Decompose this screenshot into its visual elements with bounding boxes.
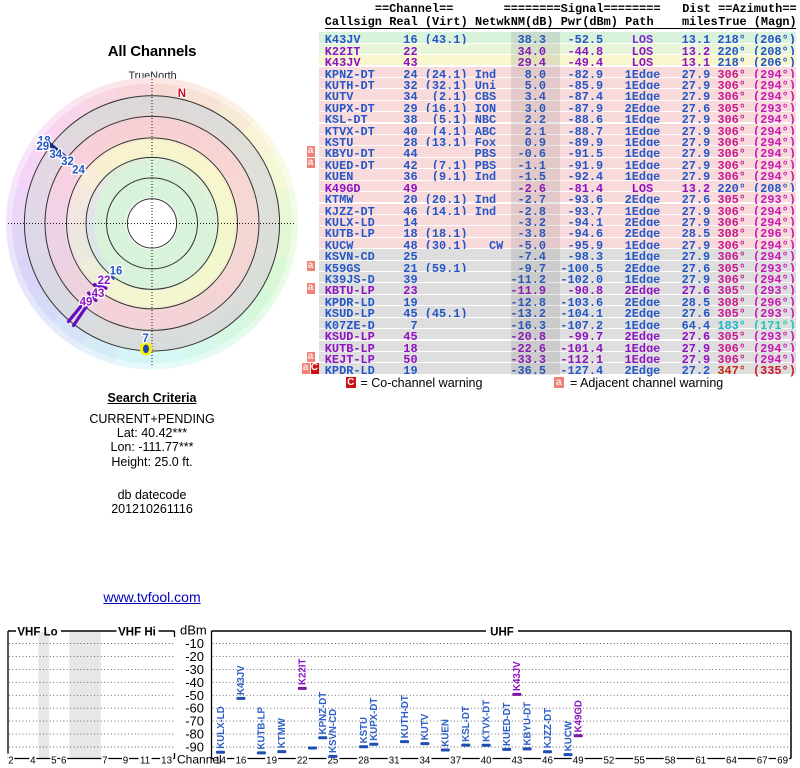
svg-text:5: 5 (51, 756, 57, 767)
svg-text:-90: -90 (185, 740, 204, 755)
svg-text:KUED-DT: KUED-DT (502, 702, 513, 746)
svg-text:-60: -60 (185, 701, 204, 716)
svg-text:VHF Hi: VHF Hi (118, 627, 156, 639)
svg-text:KUTV: KUTV (420, 713, 431, 740)
svg-text:43: 43 (92, 288, 105, 300)
svg-text:-30: -30 (185, 662, 204, 677)
svg-text:KUPX-DT: KUPX-DT (369, 698, 380, 741)
svg-text:KSVN-CD: KSVN-CD (328, 709, 339, 753)
svg-text:46: 46 (542, 756, 553, 767)
svg-text:7: 7 (102, 756, 107, 767)
svg-text:KULX-LD: KULX-LD (216, 706, 227, 749)
svg-text:64: 64 (726, 756, 737, 767)
svg-text:KTMW: KTMW (277, 717, 288, 748)
svg-text:K22IT: K22IT (298, 659, 309, 685)
svg-text:43: 43 (511, 756, 522, 767)
svg-text:KTVX-DT: KTVX-DT (482, 700, 493, 742)
svg-text:34: 34 (419, 756, 430, 767)
svg-text:49: 49 (573, 756, 584, 767)
svg-text:31: 31 (389, 756, 400, 767)
svg-text:KUCW: KUCW (563, 720, 574, 751)
svg-text:-10: -10 (185, 636, 204, 651)
svg-text:KSTU: KSTU (359, 717, 370, 743)
svg-text:28: 28 (358, 756, 369, 767)
svg-text:67: 67 (757, 756, 768, 767)
svg-text:22: 22 (297, 756, 308, 767)
svg-text:K43JV: K43JV (512, 661, 523, 691)
svg-text:14: 14 (215, 756, 226, 767)
svg-text:-40: -40 (185, 675, 204, 690)
svg-text:32: 32 (61, 156, 74, 168)
svg-text:KSL-DT: KSL-DT (461, 706, 472, 742)
svg-text:KUEN: KUEN (441, 719, 452, 746)
svg-text:16: 16 (110, 266, 123, 278)
svg-text:40: 40 (481, 756, 492, 767)
svg-text:VHF Lo: VHF Lo (17, 627, 57, 639)
svg-text:34: 34 (49, 149, 62, 161)
svg-text:4: 4 (30, 756, 36, 767)
svg-text:KPNZ-DT: KPNZ-DT (318, 692, 329, 735)
svg-text:-50: -50 (185, 688, 204, 703)
svg-text:-20: -20 (185, 649, 204, 664)
svg-text:-80: -80 (185, 727, 204, 742)
svg-text:-70: -70 (185, 714, 204, 729)
svg-text:7: 7 (142, 333, 148, 345)
svg-text:KUTH-DT: KUTH-DT (400, 695, 411, 738)
svg-text:9: 9 (123, 756, 128, 767)
svg-text:19: 19 (266, 756, 277, 767)
svg-text:KJZZ-DT: KJZZ-DT (543, 708, 554, 748)
svg-text:K49GD: K49GD (574, 700, 585, 732)
svg-text:52: 52 (603, 756, 614, 767)
svg-text:16: 16 (235, 756, 246, 767)
svg-text:2: 2 (8, 756, 13, 767)
svg-text:K43JV: K43JV (236, 665, 247, 695)
svg-text:6: 6 (61, 756, 67, 767)
svg-text:KBYU-DT: KBYU-DT (522, 702, 533, 746)
svg-text:N: N (178, 88, 186, 100)
svg-text:55: 55 (634, 756, 645, 767)
svg-text:49: 49 (80, 296, 93, 308)
svg-text:58: 58 (665, 756, 676, 767)
svg-text:69: 69 (777, 756, 788, 767)
svg-text:Channel: Channel (177, 753, 222, 767)
svg-text:KUTB-LP: KUTB-LP (257, 706, 268, 749)
svg-text:UHF: UHF (490, 627, 514, 639)
svg-text:13: 13 (161, 756, 172, 767)
svg-text:37: 37 (450, 756, 461, 767)
svg-text:25: 25 (327, 756, 338, 767)
svg-text:11: 11 (140, 756, 150, 767)
svg-text:61: 61 (695, 756, 706, 767)
svg-text:22: 22 (98, 275, 111, 287)
svg-text:29: 29 (36, 141, 49, 153)
svg-text:dBm: dBm (180, 623, 207, 638)
svg-text:24: 24 (72, 165, 85, 177)
